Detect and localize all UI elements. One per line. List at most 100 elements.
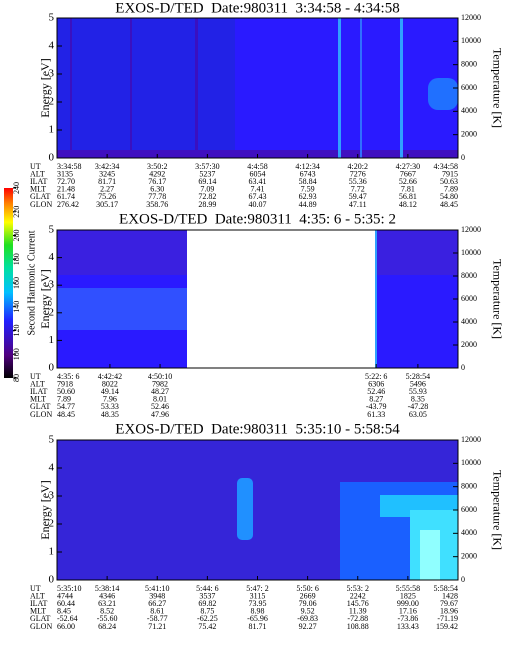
table-cell: 72.82 xyxy=(198,192,216,201)
y-tick-label: 0 xyxy=(49,574,55,586)
row-label: ILAT xyxy=(30,177,47,186)
y-tick-label: 0 xyxy=(49,362,55,374)
y2-tick-label: 8000 xyxy=(461,481,477,490)
y2-tick-label: 2000 xyxy=(461,551,477,560)
table-cell: 48.45 xyxy=(57,410,75,419)
y2-tick-label: 0 xyxy=(461,363,465,372)
y2-tick-label: 10000 xyxy=(461,248,481,257)
y2-tick-label: 12000 xyxy=(461,435,481,444)
y-tick-label: 4 xyxy=(49,251,55,263)
table-cell: 1825 xyxy=(400,591,416,600)
colorbar-tick-label: 80 xyxy=(12,374,21,382)
y-tick-label: 2 xyxy=(49,306,55,318)
table-cell: 50.60 xyxy=(57,387,75,396)
table-cell: 53.33 xyxy=(101,402,119,411)
table-cell: 8.45 xyxy=(57,607,71,616)
table-cell: 5:41:10 xyxy=(145,584,169,593)
y2-axis-label: Temperature [K] xyxy=(490,470,504,550)
chart-title: EXOS-D/TED Date:980311 5:35:10 - 5:58:54 xyxy=(115,421,400,437)
y-axis-label: Energy [eV] xyxy=(38,269,52,328)
table-cell: 5:50: 6 xyxy=(296,584,318,593)
table-cell: -58.77 xyxy=(147,614,168,623)
table-cell: 7.89 xyxy=(57,395,71,404)
table-cell: 3537 xyxy=(199,591,215,600)
colorbar-tick-label: 200 xyxy=(12,230,21,242)
table-cell: 52.66 xyxy=(399,177,417,186)
table-cell: 7.59 xyxy=(301,185,315,194)
row-label: GLON xyxy=(30,622,52,631)
table-cell: 108.88 xyxy=(347,622,369,631)
spectrogram-2 xyxy=(57,230,458,368)
table-cell: -52.64 xyxy=(57,614,78,623)
y-tick-label: 5 xyxy=(49,12,55,24)
table-cell: 66.27 xyxy=(148,599,166,608)
colorbar-tick-label: 140 xyxy=(12,301,21,313)
table-cell: 61.74 xyxy=(57,192,75,201)
table-cell: 3:57:30 xyxy=(195,162,219,171)
table-cell: 71.21 xyxy=(148,622,166,631)
y-tick-label: 4 xyxy=(49,462,55,474)
y-tick-label: 1 xyxy=(49,334,55,346)
table-cell: 56.81 xyxy=(399,192,417,201)
table-cell: 75.26 xyxy=(98,192,116,201)
y2-tick-label: 8000 xyxy=(461,271,477,280)
table-cell: 7918 xyxy=(57,379,73,388)
row-label: UT xyxy=(30,372,41,381)
table-cell: 4:27:30 xyxy=(396,162,420,171)
table-cell: 81.71 xyxy=(249,622,267,631)
table-cell: 5:28:54 xyxy=(406,372,430,381)
row-label: MLT xyxy=(30,395,46,404)
y-tick-label: 3 xyxy=(49,490,55,502)
table-cell: 48.12 xyxy=(399,200,417,209)
row-label: MLT xyxy=(30,185,46,194)
table-cell: 55.36 xyxy=(349,177,367,186)
table-cell: 79.67 xyxy=(440,599,458,608)
table-cell: 28.99 xyxy=(198,200,216,209)
table-cell: 8.98 xyxy=(251,607,265,616)
colorbar-tick-label: 100 xyxy=(12,348,21,360)
table-cell: 8.27 xyxy=(369,395,383,404)
table-cell: 52.46 xyxy=(151,402,169,411)
colorbar-tick-label: 180 xyxy=(12,253,21,265)
y-tick-label: 3 xyxy=(49,68,55,80)
table-cell: 49.14 xyxy=(101,387,119,396)
table-cell: 63.05 xyxy=(409,410,427,419)
y-tick-label: 0 xyxy=(49,152,55,164)
table-cell: 7.81 xyxy=(401,185,415,194)
table-cell: 3948 xyxy=(149,591,165,600)
table-cell: 3245 xyxy=(99,169,115,178)
table-cell: 7.72 xyxy=(351,185,365,194)
table-cell: 4744 xyxy=(57,591,73,600)
y2-tick-label: 4000 xyxy=(461,106,477,115)
y2-tick-label: 4000 xyxy=(461,528,477,537)
table-cell: 5:53: 2 xyxy=(347,584,369,593)
table-cell: 59.47 xyxy=(349,192,367,201)
table-cell: 5:44: 6 xyxy=(196,584,218,593)
colorbar-label: Second Harmonic Current xyxy=(26,230,37,335)
colorbar-tick-label: 120 xyxy=(12,325,21,337)
table-cell: -55.60 xyxy=(97,614,118,623)
table-cell: -43.79 xyxy=(366,402,387,411)
table-cell: 17.16 xyxy=(399,607,417,616)
table-cell: -69.83 xyxy=(297,614,318,623)
row-label: GLAT xyxy=(30,614,51,623)
table-cell: 60.44 xyxy=(57,599,75,608)
table-cell: 67.43 xyxy=(249,192,267,201)
colorbar-tick-label: 160 xyxy=(12,277,21,289)
y-tick-label: 2 xyxy=(49,518,55,530)
y2-tick-label: 10000 xyxy=(461,36,481,45)
table-cell: 66.00 xyxy=(57,622,75,631)
table-cell: 11.39 xyxy=(349,607,367,616)
y2-tick-label: 6000 xyxy=(461,294,477,303)
y-axis-label: Energy [eV] xyxy=(38,480,52,539)
chart-title: EXOS-D/TED Date:980311 4:35: 6 - 5:35: 2 xyxy=(119,211,396,227)
y-tick-label: 5 xyxy=(49,434,55,446)
y-tick-label: 4 xyxy=(49,40,55,52)
table-cell: 68.24 xyxy=(98,622,116,631)
chart-title: EXOS-D/TED Date:980311 3:34:58 - 4:34:58 xyxy=(115,0,399,16)
table-cell: 7.09 xyxy=(200,185,214,194)
table-cell: 7667 xyxy=(400,169,416,178)
table-cell: 4:12:34 xyxy=(295,162,319,171)
row-label: GLON xyxy=(30,200,52,209)
